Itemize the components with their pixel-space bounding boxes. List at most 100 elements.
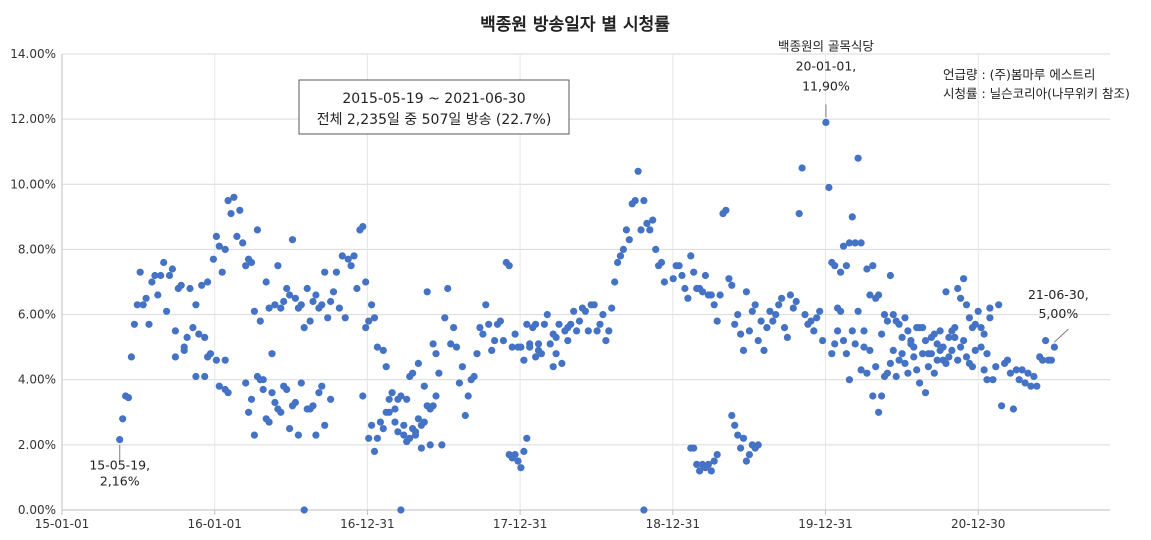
data-point: [681, 284, 689, 293]
data-point: [669, 275, 677, 283]
data-point: [1009, 405, 1018, 413]
data-point: [783, 333, 792, 341]
data-point: [438, 441, 446, 449]
data-point: [309, 402, 317, 410]
data-point: [297, 301, 305, 309]
y-tick-label: 14.00%: [10, 47, 56, 61]
data-point: [567, 320, 575, 328]
data-point: [204, 353, 212, 361]
data-point: [505, 262, 513, 270]
data-point: [619, 245, 628, 253]
data-point: [698, 288, 707, 296]
data-point: [341, 314, 349, 322]
data-point: [913, 366, 921, 374]
data-point: [388, 389, 396, 397]
x-tick-label: 16-12-31: [340, 517, 394, 531]
data-point: [119, 415, 127, 423]
data-point: [769, 317, 777, 325]
data-point: [828, 350, 836, 358]
data-point: [1030, 372, 1038, 381]
data-point: [611, 278, 619, 286]
data-point: [130, 320, 138, 328]
data-point: [485, 320, 493, 328]
x-tick-label: 15-01-01: [35, 517, 89, 531]
data-point: [807, 317, 815, 325]
data-point: [344, 255, 352, 263]
data-point: [851, 239, 859, 247]
data-point: [365, 317, 373, 325]
data-point: [359, 392, 367, 400]
data-point: [883, 317, 892, 325]
data-point: [837, 268, 845, 276]
data-point: [745, 327, 754, 335]
data-point: [570, 307, 578, 315]
data-point: [657, 258, 666, 267]
data-point: [857, 366, 865, 374]
data-point: [1042, 337, 1050, 345]
data-point: [511, 330, 519, 338]
data-point: [678, 271, 686, 280]
data-point: [432, 392, 440, 400]
data-point: [318, 301, 326, 309]
data-point: [350, 252, 358, 260]
data-point: [731, 421, 739, 429]
data-point: [180, 343, 188, 351]
data-point: [962, 353, 971, 361]
data-point: [1003, 356, 1012, 364]
data-point: [789, 304, 797, 312]
data-point: [362, 324, 370, 332]
data-point: [898, 333, 906, 341]
data-point: [286, 291, 294, 299]
data-point: [1015, 376, 1023, 384]
data-point: [154, 291, 162, 299]
data-point: [581, 307, 590, 315]
data-point: [933, 340, 941, 348]
data-point: [930, 330, 938, 338]
data-point: [980, 366, 988, 374]
data-point: [927, 350, 936, 358]
data-point: [593, 327, 601, 335]
data-point: [157, 271, 165, 280]
data-point: [250, 431, 258, 439]
data-point: [136, 268, 144, 276]
data-point: [898, 350, 906, 358]
info-box-broadcast-count: 전체 2,235일 중 507일 방송 (22.7%): [317, 112, 552, 128]
data-point: [816, 307, 824, 315]
data-point: [303, 284, 311, 293]
data-point: [204, 278, 212, 286]
data-point: [690, 444, 698, 452]
data-point: [414, 359, 422, 367]
data-point: [520, 447, 528, 455]
data-point: [259, 385, 267, 394]
data-point: [713, 451, 721, 459]
data-point: [253, 226, 261, 234]
data-point: [584, 327, 592, 335]
annotation-label: 백종원의 골목식당: [778, 38, 874, 53]
data-point: [889, 311, 897, 319]
x-tick-label: 18-12-31: [646, 517, 700, 531]
data-point: [212, 356, 220, 364]
data-point: [687, 252, 695, 260]
data-point: [400, 421, 408, 429]
data-point: [265, 304, 273, 312]
data-point: [901, 359, 909, 367]
data-point: [283, 284, 291, 293]
data-point: [998, 402, 1006, 410]
data-point: [1006, 369, 1015, 377]
axis-layer: 0.00% 2.00% 4.00% 6.00% 8.00% 10.00% 12.00% 14.…: [10, 47, 1110, 531]
data-point: [370, 314, 379, 322]
data-point: [637, 226, 645, 234]
data-point: [373, 434, 381, 442]
data-point: [875, 291, 883, 299]
data-point: [455, 379, 463, 387]
data-point: [397, 392, 405, 400]
data-point: [242, 262, 250, 270]
data-point: [271, 398, 279, 407]
data-point: [274, 262, 282, 270]
data-point: [983, 376, 991, 384]
data-point: [552, 333, 560, 341]
data-point: [974, 307, 982, 315]
data-point: [904, 369, 912, 377]
data-point: [951, 333, 959, 341]
data-point: [414, 415, 422, 423]
